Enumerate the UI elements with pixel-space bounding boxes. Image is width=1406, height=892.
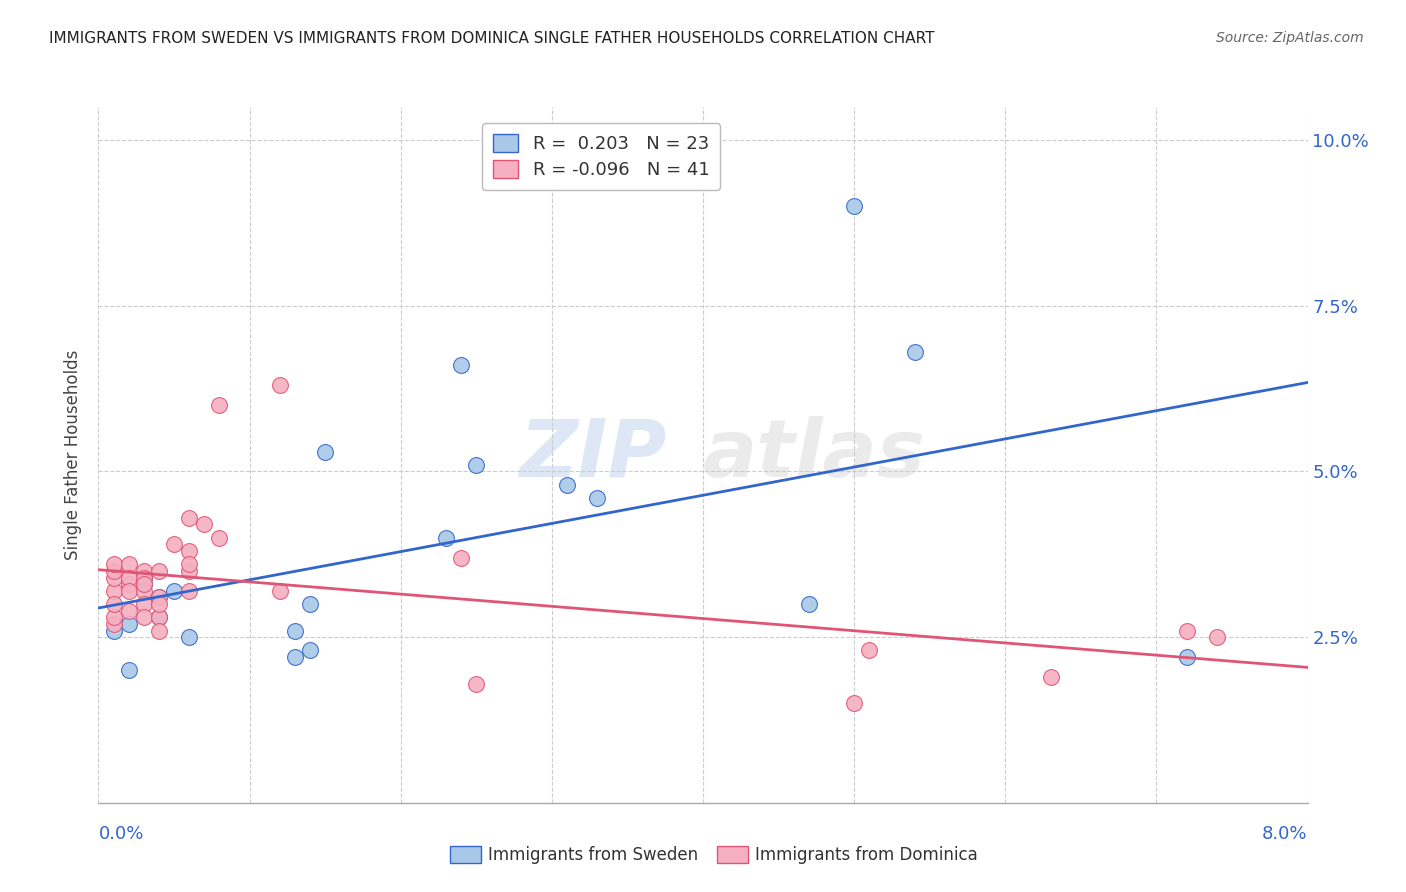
Point xyxy=(450,359,472,373)
Point xyxy=(118,558,141,572)
Point xyxy=(118,570,141,584)
Point xyxy=(132,583,155,598)
Point xyxy=(208,398,231,412)
Point xyxy=(179,544,201,558)
Point xyxy=(179,511,201,525)
Point xyxy=(179,558,201,572)
Point xyxy=(103,597,125,611)
Point xyxy=(132,570,155,584)
Point xyxy=(299,597,322,611)
Point xyxy=(586,491,609,505)
Point xyxy=(284,650,307,665)
Text: IMMIGRANTS FROM SWEDEN VS IMMIGRANTS FROM DOMINICA SINGLE FATHER HOUSEHOLDS CORR: IMMIGRANTS FROM SWEDEN VS IMMIGRANTS FRO… xyxy=(49,31,935,46)
Point xyxy=(1175,624,1198,638)
Point xyxy=(148,564,170,578)
Point xyxy=(118,604,141,618)
Point xyxy=(148,591,170,605)
Point xyxy=(103,610,125,624)
Point xyxy=(103,570,125,584)
Point xyxy=(148,597,170,611)
Text: 8.0%: 8.0% xyxy=(1263,825,1308,843)
Point xyxy=(148,591,170,605)
Point xyxy=(103,583,125,598)
Point xyxy=(450,550,472,565)
Point xyxy=(299,643,322,657)
Point xyxy=(269,583,291,598)
Point xyxy=(555,477,578,491)
Point xyxy=(434,531,457,545)
Point xyxy=(103,558,125,572)
Text: Source: ZipAtlas.com: Source: ZipAtlas.com xyxy=(1216,31,1364,45)
Legend: R =  0.203   N = 23, R = -0.096   N = 41: R = 0.203 N = 23, R = -0.096 N = 41 xyxy=(482,123,720,190)
Point xyxy=(163,583,186,598)
Point xyxy=(844,697,866,711)
Point xyxy=(103,564,125,578)
Point xyxy=(904,345,927,359)
Point xyxy=(132,564,155,578)
Point xyxy=(269,378,291,392)
Point xyxy=(314,444,336,458)
Y-axis label: Single Father Households: Single Father Households xyxy=(65,350,83,560)
Point xyxy=(1206,630,1229,644)
Text: Immigrants from Sweden: Immigrants from Sweden xyxy=(488,846,697,863)
Point xyxy=(179,583,201,598)
Point xyxy=(465,676,488,690)
Text: atlas: atlas xyxy=(703,416,925,494)
Point xyxy=(797,597,820,611)
Point xyxy=(118,616,141,631)
Point xyxy=(1175,650,1198,665)
Point xyxy=(163,537,186,551)
Point xyxy=(132,577,155,591)
Point xyxy=(132,577,155,591)
Point xyxy=(132,570,155,584)
Point xyxy=(208,531,231,545)
Point xyxy=(103,616,125,631)
Point xyxy=(1039,670,1062,684)
Point xyxy=(284,624,307,638)
Point xyxy=(118,583,141,598)
Text: Immigrants from Dominica: Immigrants from Dominica xyxy=(755,846,977,863)
Text: 0.0%: 0.0% xyxy=(98,825,143,843)
Point xyxy=(465,458,488,472)
Point xyxy=(118,577,141,591)
Text: ZIP: ZIP xyxy=(519,416,666,494)
Point xyxy=(858,643,880,657)
Point xyxy=(132,597,155,611)
Point xyxy=(103,624,125,638)
Point xyxy=(118,663,141,677)
Point xyxy=(844,199,866,213)
Point xyxy=(179,630,201,644)
Point xyxy=(148,610,170,624)
Point xyxy=(193,517,215,532)
Point xyxy=(148,624,170,638)
Point xyxy=(179,564,201,578)
Point xyxy=(132,610,155,624)
Point xyxy=(148,610,170,624)
